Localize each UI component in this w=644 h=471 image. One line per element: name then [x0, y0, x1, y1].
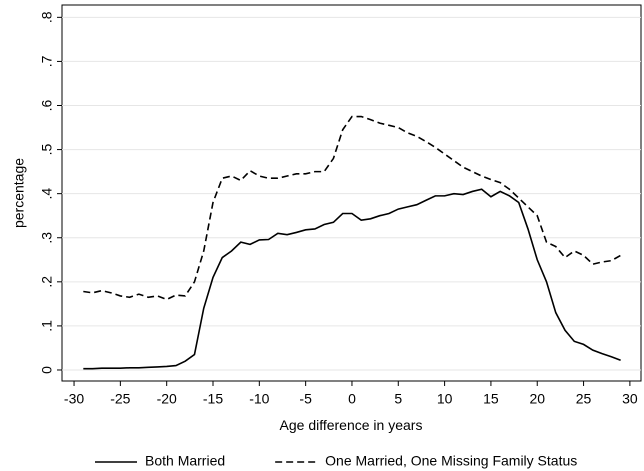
y-tick-label: .5: [39, 144, 55, 156]
plot-frame: [61, 4, 642, 382]
x-tick-label: -25: [110, 391, 130, 407]
data-line: [83, 188, 621, 370]
y-tick-label: .8: [39, 11, 55, 23]
legend-label: One Married, One Missing Family Status: [325, 453, 577, 469]
x-tick-label: 15: [483, 391, 499, 407]
x-tick-label: -15: [203, 391, 223, 407]
data-line: [83, 115, 622, 301]
x-tick-label: -5: [299, 391, 312, 407]
x-tick-label: 30: [622, 391, 638, 407]
y-tick-label: .6: [39, 99, 55, 111]
x-tick-label: 0: [348, 391, 356, 407]
y-tick-label: .4: [39, 188, 55, 200]
y-tick-label: 0: [39, 366, 55, 374]
y-tick-label: .3: [39, 232, 55, 244]
y-tick-label: .7: [39, 55, 55, 67]
x-tick-label: 5: [394, 391, 402, 407]
y-tick-label: .1: [39, 320, 55, 332]
x-tick-label: -30: [64, 391, 84, 407]
y-axis-title: percentage: [11, 158, 27, 228]
x-tick-label: -20: [157, 391, 177, 407]
x-tick-label: -10: [249, 391, 269, 407]
x-tick-label: 10: [437, 391, 453, 407]
x-tick-label: 20: [529, 391, 545, 407]
x-tick-label: 25: [576, 391, 592, 407]
legend-label: Both Married: [145, 453, 225, 469]
x-axis-title: Age difference in years: [280, 417, 423, 433]
y-tick-label: .2: [39, 276, 55, 288]
